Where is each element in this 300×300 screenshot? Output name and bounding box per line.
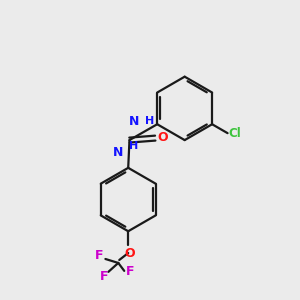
Text: H: H <box>145 116 154 126</box>
Text: H: H <box>129 141 138 151</box>
Text: N: N <box>129 115 140 128</box>
Text: O: O <box>157 130 168 144</box>
Text: N: N <box>112 146 123 160</box>
Text: F: F <box>95 249 104 262</box>
Text: O: O <box>124 247 134 260</box>
Text: F: F <box>126 265 135 278</box>
Text: F: F <box>100 269 109 283</box>
Text: Cl: Cl <box>229 127 241 140</box>
